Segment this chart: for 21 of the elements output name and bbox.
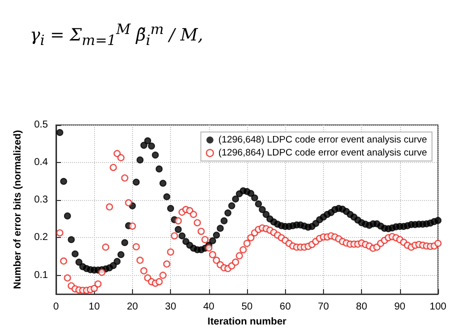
y-tick-label: 0.1 xyxy=(34,270,48,281)
y-tick-label: 0.5 xyxy=(34,120,48,130)
x-tick-label: 50 xyxy=(241,302,253,313)
x-tick-label: 40 xyxy=(203,302,215,313)
x-tick-label: 60 xyxy=(280,302,292,313)
x-tick-label: 20 xyxy=(126,302,138,313)
y-axis-title: Number of error bits (normalized) xyxy=(12,130,24,290)
y-tick-label: 0.2 xyxy=(34,232,48,244)
x-tick-label: 80 xyxy=(356,302,368,313)
x-tick-label: 10 xyxy=(88,302,100,313)
text: γ$_{i}$ = Σ$_{m=1}$$^{M}$ β̃$_{i}$$^{m}$ / M, xyxy=(30,22,204,50)
legend-label: (1296,864) LDPC code error event analysis curve xyxy=(218,148,427,158)
y-tick-label: 0.3 xyxy=(34,194,48,206)
legend-label: (1296,648) LDPC code error event analysis curve xyxy=(218,134,427,146)
x-tick-label: 0 xyxy=(53,302,60,313)
y-tick-label: 0.4 xyxy=(34,157,48,168)
x-tick-label: 100 xyxy=(430,302,447,313)
x-axis-title: Iteration number xyxy=(208,316,287,328)
x-tick-label: 70 xyxy=(318,302,330,313)
x-tick-label: 90 xyxy=(394,302,406,313)
x-tick-label: 30 xyxy=(165,302,177,313)
